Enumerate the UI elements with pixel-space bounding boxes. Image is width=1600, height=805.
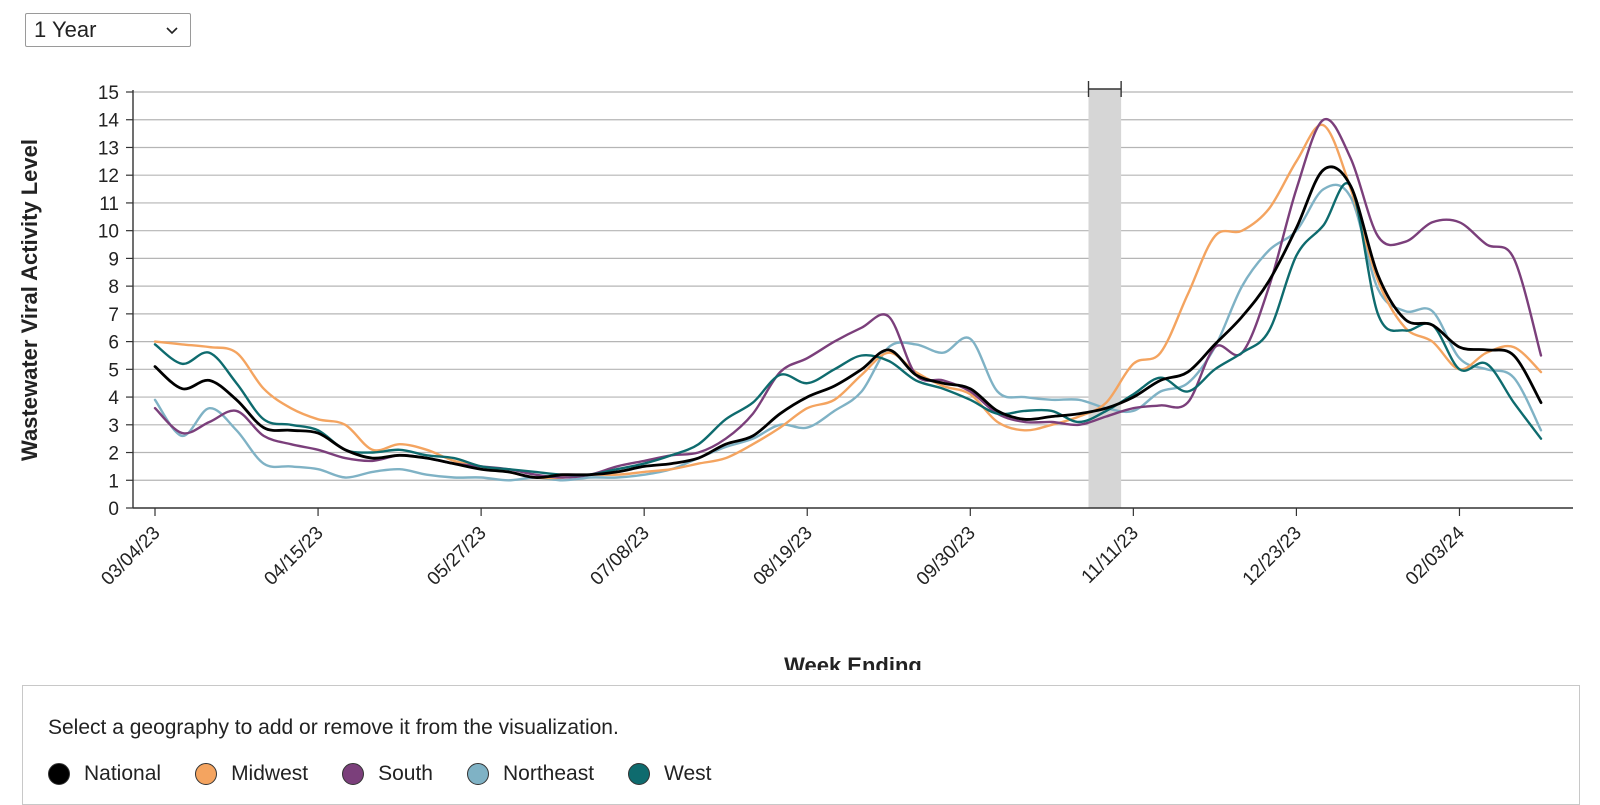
y-tick-label: 1 [108,471,119,492]
x-axis: 03/04/23 04/15/23 05/27/23 07/08/23 08/19/23… [97,507,1573,590]
y-tick-label: 5 [108,360,119,381]
legend-item-midwest[interactable]: Midwest [195,762,308,786]
legend-item-west[interactable]: West [628,762,712,786]
x-tick-label: 09/30/23 [913,523,980,590]
legend-panel: Select a geography to add or remove it f… [22,685,1580,805]
series-line-south [153,117,1543,479]
y-tick-label: 0 [108,499,119,520]
y-axis-title: Wastewater Viral Activity Level [17,139,42,461]
gridlines [133,91,1573,481]
x-tick-label: 11/11/23 [1078,523,1143,588]
legend-label: Northeast [502,762,595,785]
highlight-region [1087,81,1122,508]
x-tick-label: 05/27/23 [424,523,491,590]
y-tick-label: 4 [108,388,119,409]
legend-swatch [195,763,218,785]
legend-swatch [628,763,651,785]
y-tick-label: 14 [98,111,120,132]
chevron-down-icon [166,27,178,35]
legend-label: Midwest [231,762,309,785]
time-range-select[interactable]: 1 Year [25,13,191,47]
highlight-band [1088,89,1122,508]
y-tick-label: 2 [108,444,119,465]
y-tick-label: 6 [108,333,119,354]
legend-swatch [342,763,365,785]
legend-label: West [664,762,712,785]
y-tick-label: 9 [108,249,119,270]
x-tick-label: 04/15/23 [260,523,327,590]
legend-label: South [378,762,433,785]
legend-label: National [84,762,162,785]
series-lines [153,117,1543,482]
y-tick-label: 13 [98,138,119,159]
legend-item-northeast[interactable]: Northeast [466,762,595,786]
y-tick-label: 8 [108,277,119,298]
series-line-west [153,182,1543,477]
y-tick-label: 10 [98,222,119,243]
x-axis-title: Week Ending [784,653,922,670]
x-tick-label: 12/23/23 [1239,523,1306,590]
series-line-northeast [153,183,1543,482]
legend-items: National Midwest South Northeast West [48,762,746,786]
legend-item-south[interactable]: South [342,762,433,786]
x-tick-label: 08/19/23 [750,523,817,590]
legend-instruction: Select a geography to add or remove it f… [48,716,619,739]
y-tick-label: 15 [98,83,119,104]
y-tick-label: 7 [108,305,119,326]
y-tick-label: 3 [108,416,119,437]
series-line-national [153,165,1543,479]
y-tick-label: 12 [98,166,119,187]
legend-item-national[interactable]: National [48,762,161,786]
legend-swatch [466,763,489,785]
x-tick-label: 07/08/23 [587,523,654,590]
time-range-value: 1 Year [34,17,97,42]
x-tick-label: 03/04/23 [97,523,164,590]
x-tick-label: 02/03/24 [1402,522,1469,589]
y-tick-label: 11 [99,194,119,215]
legend-swatch [48,763,70,785]
